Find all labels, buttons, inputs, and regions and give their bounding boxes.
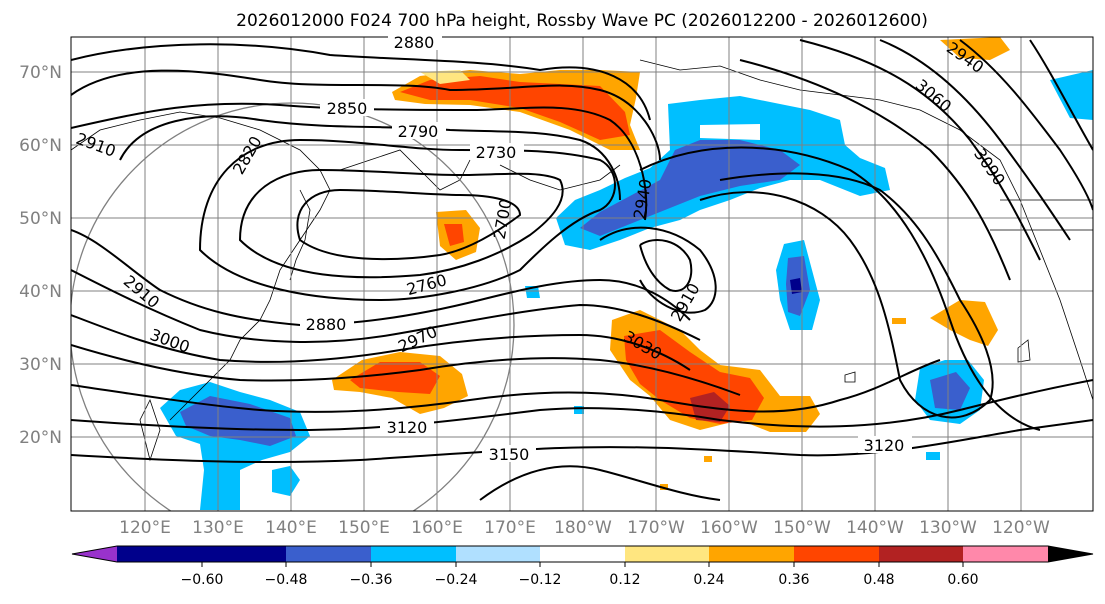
lon-label: 140°E (265, 518, 317, 538)
colorbar-segment (879, 546, 963, 562)
colorbar-segment (963, 546, 1048, 562)
contour-label: 2850 (327, 99, 368, 118)
lon-label: 150°E (338, 518, 390, 538)
contour-label: 3150 (489, 445, 530, 464)
figure-title: 2026012000 F024 700 hPa height, Rossby W… (236, 11, 928, 31)
colorbar-outline (71, 545, 1094, 563)
colorbar-tick-label: 0.24 (693, 572, 724, 588)
contour-label: 3120 (864, 436, 905, 455)
colorbar-segment (625, 546, 709, 562)
colorbar-ticks (201, 562, 964, 567)
colorbar-tick-label: −0.36 (350, 572, 393, 588)
latitude-labels: 70°N 60°N 50°N 40°N 30°N 20°N (19, 63, 62, 448)
colorbar-segment (709, 546, 794, 562)
contour-label: 2790 (398, 122, 439, 141)
colorbar-tick-label: −0.12 (519, 572, 562, 588)
colorbar-segment (117, 546, 202, 562)
height-contours (71, 39, 1093, 501)
lon-label: 160°W (700, 518, 758, 538)
contour-label: 3120 (387, 418, 428, 437)
colorbar-tick-label: 0.48 (863, 572, 894, 588)
colorbar-segment (456, 546, 540, 562)
colorbar-segment (72, 546, 117, 562)
lon-label: 140°W (846, 518, 904, 538)
anomaly-shading (160, 37, 1093, 510)
lat-label: 60°N (19, 136, 62, 156)
colorbar-tick-label: 0.36 (778, 572, 809, 588)
colorbar-tick-label: −0.60 (181, 572, 224, 588)
lon-label: 120°W (992, 518, 1050, 538)
lon-label: 160°E (411, 518, 463, 538)
colorbar-segment (1048, 546, 1093, 562)
map-area (71, 37, 1093, 511)
lon-label: 120°E (119, 518, 171, 538)
colorbar-segment (794, 546, 879, 562)
lon-label: 170°W (627, 518, 685, 538)
colorbar-segment (540, 546, 625, 562)
lon-label: 130°E (192, 518, 244, 538)
contour-label: 2880 (394, 33, 435, 52)
colorbar-segment (371, 546, 456, 562)
lon-label: 180°W (554, 518, 612, 538)
lat-label: 40°N (19, 282, 62, 302)
lat-label: 30°N (19, 355, 62, 375)
lat-label: 20°N (19, 428, 62, 448)
colorbar-tick-label: −0.24 (435, 572, 478, 588)
lon-label: 130°W (919, 518, 977, 538)
contour-label: 2730 (476, 143, 517, 162)
lon-label: 170°E (484, 518, 536, 538)
contour-label: 2880 (306, 315, 347, 334)
longitude-labels: 120°E 130°E 140°E 150°E 160°E 170°E 180°… (119, 518, 1050, 538)
lat-label: 70°N (19, 63, 62, 83)
map-frame (70, 36, 1094, 512)
colorbar: −0.60 −0.48 −0.36 −0.24 −0.12 0.12 0.24 … (71, 545, 1094, 588)
colorbar-tick-label: 0.12 (609, 572, 640, 588)
colorbar-tick-label: −0.48 (265, 572, 308, 588)
colorbar-segment (202, 546, 286, 562)
colorbar-tick-label: 0.60 (947, 572, 978, 588)
lon-label: 150°W (773, 518, 831, 538)
lat-label: 50°N (19, 209, 62, 229)
range-circle (71, 102, 515, 511)
colorbar-segment (286, 546, 371, 562)
